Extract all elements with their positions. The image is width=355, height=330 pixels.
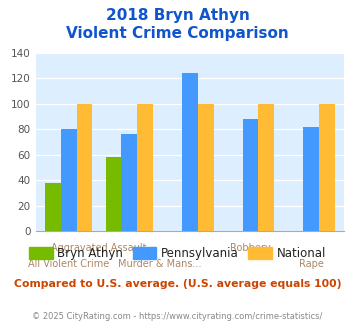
Bar bbox=[242, 119, 258, 231]
Bar bbox=[182, 73, 198, 231]
Text: Robbery: Robbery bbox=[230, 244, 271, 253]
Bar bbox=[258, 104, 274, 231]
Text: © 2025 CityRating.com - https://www.cityrating.com/crime-statistics/: © 2025 CityRating.com - https://www.city… bbox=[32, 312, 323, 321]
Bar bbox=[45, 182, 61, 231]
Text: All Violent Crime: All Violent Crime bbox=[28, 259, 109, 269]
Text: Rape: Rape bbox=[299, 259, 323, 269]
Bar bbox=[77, 104, 92, 231]
Bar bbox=[106, 157, 121, 231]
Text: Aggravated Assault: Aggravated Assault bbox=[51, 244, 147, 253]
Text: Violent Crime Comparison: Violent Crime Comparison bbox=[66, 26, 289, 41]
Bar bbox=[61, 129, 77, 231]
Bar bbox=[137, 104, 153, 231]
Bar bbox=[319, 104, 335, 231]
Text: Murder & Mans...: Murder & Mans... bbox=[118, 259, 201, 269]
Bar bbox=[198, 104, 214, 231]
Legend: Bryn Athyn, Pennsylvania, National: Bryn Athyn, Pennsylvania, National bbox=[24, 242, 331, 264]
Text: Compared to U.S. average. (U.S. average equals 100): Compared to U.S. average. (U.S. average … bbox=[14, 279, 341, 289]
Bar bbox=[121, 134, 137, 231]
Text: 2018 Bryn Athyn: 2018 Bryn Athyn bbox=[105, 8, 250, 23]
Bar bbox=[303, 127, 319, 231]
